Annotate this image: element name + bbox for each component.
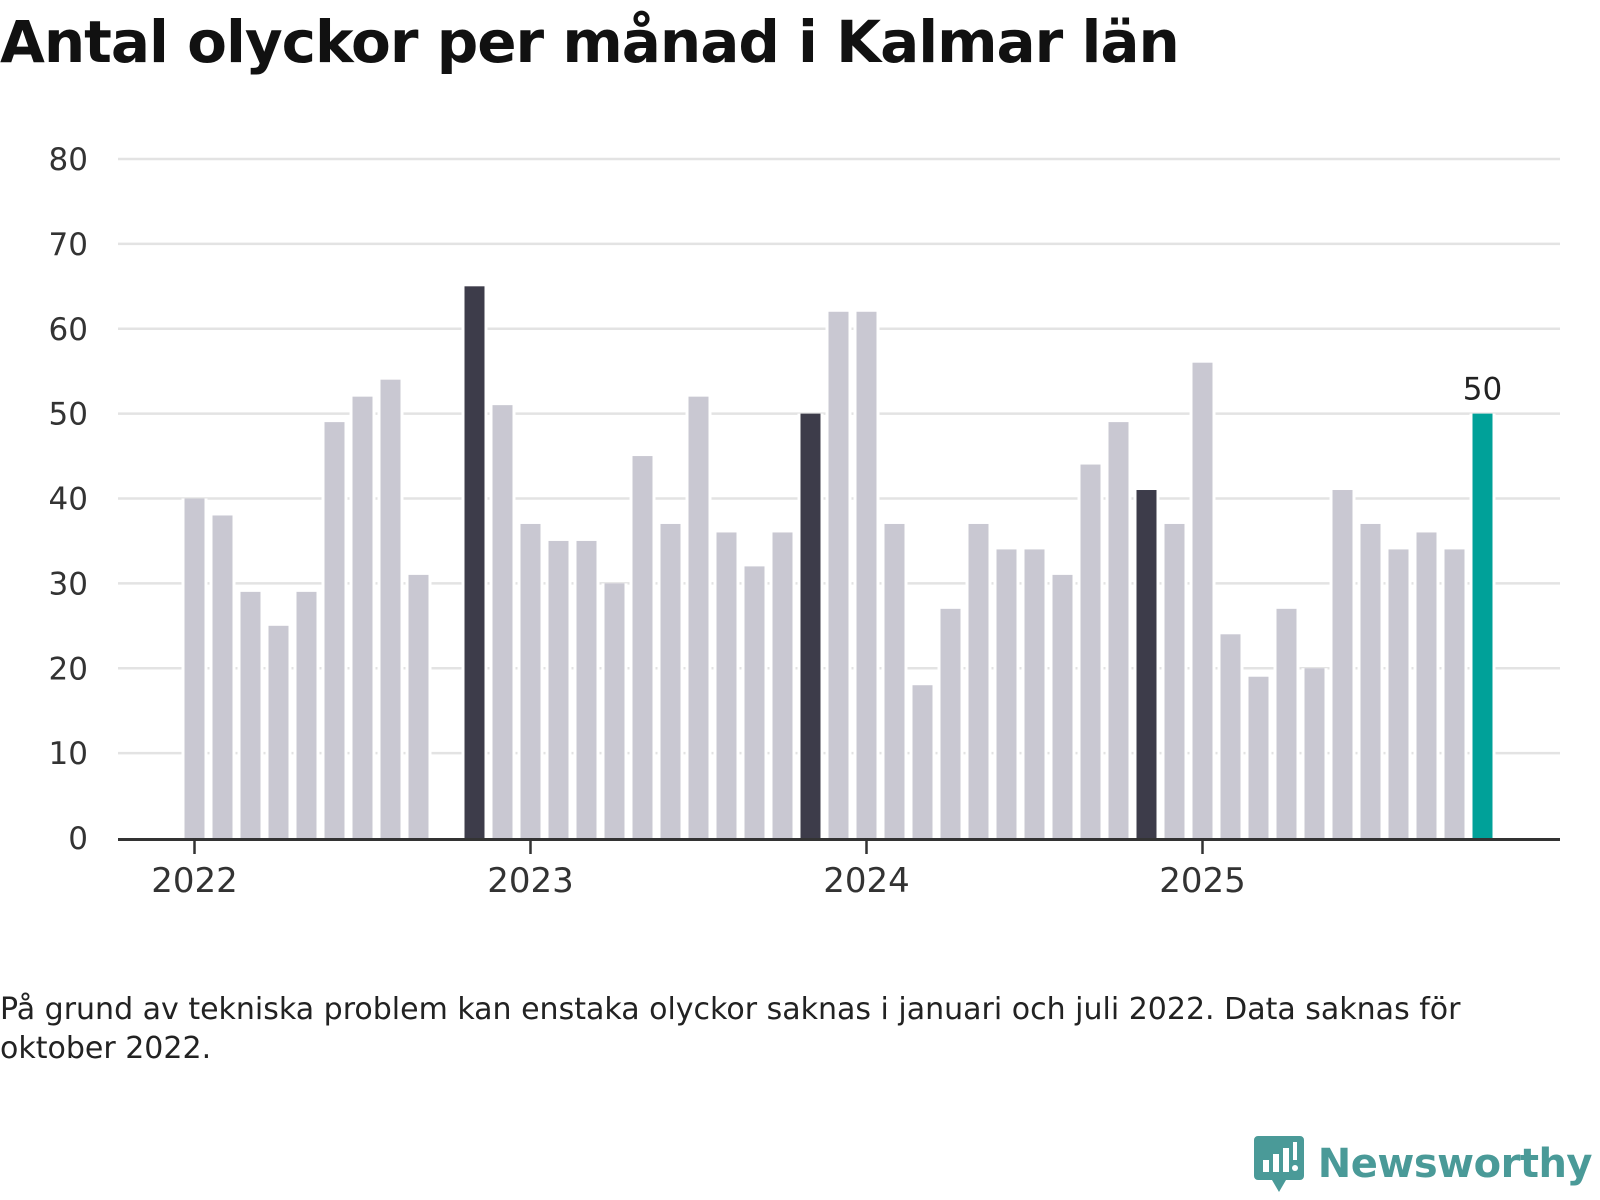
y-tick-label: 40 <box>49 482 88 518</box>
bar <box>772 532 793 838</box>
bar <box>464 286 485 838</box>
x-tick-label: 2022 <box>151 861 238 900</box>
y-tick-label: 70 <box>49 227 88 263</box>
y-tick-label: 10 <box>49 736 88 772</box>
bar <box>380 379 401 838</box>
chart-title: Antal olyckor per månad i Kalmar län <box>0 8 1180 76</box>
bar <box>716 532 737 838</box>
bar <box>1052 574 1073 838</box>
bar <box>604 583 625 838</box>
bar <box>576 540 597 838</box>
bar <box>1416 532 1437 838</box>
brand-logo[interactable]: Newsworthy <box>1253 1136 1593 1192</box>
x-tick-label: 2025 <box>1159 861 1246 900</box>
bar <box>268 625 289 838</box>
y-tick-label: 80 <box>49 142 88 178</box>
data-label: 50 <box>1463 372 1502 408</box>
bar <box>1108 422 1129 838</box>
bar <box>800 413 821 838</box>
bar <box>1332 490 1353 838</box>
bar <box>968 523 989 838</box>
y-tick-label: 30 <box>49 566 88 602</box>
bar <box>660 523 681 838</box>
x-tick-label: 2024 <box>823 861 910 900</box>
bar <box>1080 464 1101 838</box>
bar <box>828 311 849 838</box>
bar <box>688 396 709 838</box>
bar <box>1276 608 1297 838</box>
bar <box>1444 549 1465 838</box>
y-tick-label: 60 <box>49 312 88 348</box>
y-axis-ticks: 0 10 20 30 40 50 60 70 80 <box>49 142 88 857</box>
bar <box>1220 634 1241 838</box>
bar <box>632 456 653 838</box>
data-labels: 50 <box>1463 372 1502 408</box>
bar <box>1136 490 1157 838</box>
y-tick-label: 0 <box>68 821 88 857</box>
bar <box>884 523 905 838</box>
y-tick-label: 50 <box>49 397 88 433</box>
bar <box>1024 549 1045 838</box>
x-tick-label: 2023 <box>487 861 574 900</box>
bar <box>352 396 373 838</box>
bar <box>912 685 933 838</box>
bar <box>408 574 429 838</box>
bar <box>184 498 205 838</box>
footnote: På grund av tekniska problem kan enstaka… <box>0 992 1461 1066</box>
bar <box>1388 549 1409 838</box>
bar <box>548 540 569 838</box>
bars <box>181 286 1496 838</box>
bar <box>324 422 345 838</box>
bar <box>212 515 233 838</box>
bar <box>744 566 765 838</box>
bar <box>296 591 317 838</box>
bar <box>1472 413 1493 838</box>
bar <box>996 549 1017 838</box>
bar <box>1164 523 1185 838</box>
bar-chart: 0 10 20 30 40 50 60 70 80 50 2022 2023 2024 2025 <box>49 142 1560 900</box>
brand-name: Newsworthy <box>1317 1141 1593 1187</box>
x-axis: 2022 2023 2024 2025 <box>118 838 1560 900</box>
bar <box>1360 523 1381 838</box>
y-tick-label: 20 <box>49 651 88 687</box>
bar <box>492 405 513 838</box>
bar <box>856 311 877 838</box>
newsworthy-logo-icon <box>1253 1136 1304 1192</box>
bar <box>1304 668 1325 838</box>
bar <box>520 523 541 838</box>
bar <box>240 591 261 838</box>
bar <box>940 608 961 838</box>
bar <box>1248 676 1269 838</box>
bar <box>1192 362 1213 838</box>
